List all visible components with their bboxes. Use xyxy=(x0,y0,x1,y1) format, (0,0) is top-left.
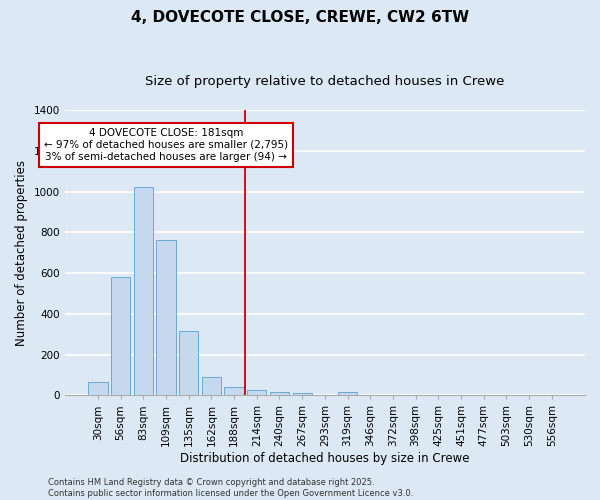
Text: Contains HM Land Registry data © Crown copyright and database right 2025.
Contai: Contains HM Land Registry data © Crown c… xyxy=(48,478,413,498)
X-axis label: Distribution of detached houses by size in Crewe: Distribution of detached houses by size … xyxy=(180,452,470,465)
Bar xyxy=(157,240,176,396)
Bar xyxy=(270,392,289,396)
Title: Size of property relative to detached houses in Crewe: Size of property relative to detached ho… xyxy=(145,75,505,88)
Bar xyxy=(293,393,312,396)
Bar xyxy=(179,331,199,396)
Bar xyxy=(338,392,357,396)
Text: 4 DOVECOTE CLOSE: 181sqm
← 97% of detached houses are smaller (2,795)
3% of semi: 4 DOVECOTE CLOSE: 181sqm ← 97% of detach… xyxy=(44,128,288,162)
Y-axis label: Number of detached properties: Number of detached properties xyxy=(15,160,28,346)
Bar xyxy=(247,390,266,396)
Bar xyxy=(111,277,130,396)
Bar xyxy=(224,387,244,396)
Bar xyxy=(134,188,153,396)
Bar xyxy=(202,377,221,396)
Text: 4, DOVECOTE CLOSE, CREWE, CW2 6TW: 4, DOVECOTE CLOSE, CREWE, CW2 6TW xyxy=(131,10,469,25)
Bar xyxy=(88,382,107,396)
